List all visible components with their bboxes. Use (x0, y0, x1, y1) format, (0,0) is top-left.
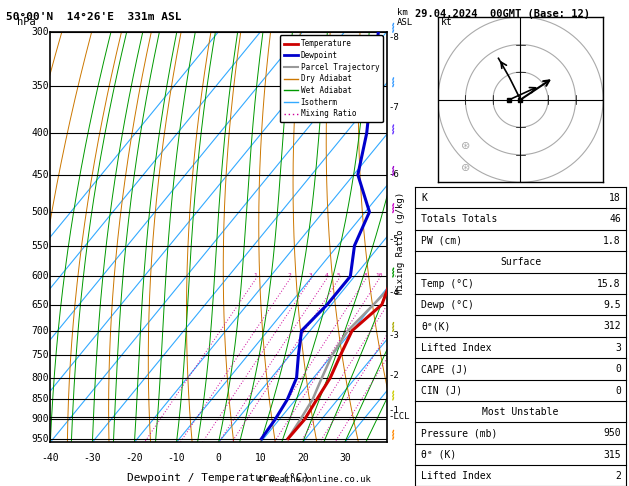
Text: 315: 315 (603, 450, 621, 460)
Text: -2: -2 (389, 371, 399, 380)
Text: 10: 10 (255, 452, 267, 463)
Text: 450: 450 (31, 170, 48, 180)
Text: 8: 8 (364, 273, 367, 278)
Text: -6: -6 (389, 170, 399, 179)
Text: 0: 0 (615, 385, 621, 396)
Text: 0: 0 (615, 364, 621, 374)
Text: 312: 312 (603, 321, 621, 331)
Text: 500: 500 (31, 207, 48, 217)
Text: 15.8: 15.8 (598, 278, 621, 289)
Text: Dewp (°C): Dewp (°C) (421, 300, 474, 310)
Text: 29.04.2024  00GMT (Base: 12): 29.04.2024 00GMT (Base: 12) (415, 9, 590, 19)
Text: 900: 900 (31, 415, 48, 424)
Text: 9.5: 9.5 (603, 300, 621, 310)
Text: 18: 18 (609, 193, 621, 203)
Text: 650: 650 (31, 299, 48, 310)
Text: CIN (J): CIN (J) (421, 385, 462, 396)
Text: 46: 46 (609, 214, 621, 225)
Text: -4: -4 (389, 288, 399, 297)
Text: 15: 15 (400, 273, 408, 278)
Text: Totals Totals: Totals Totals (421, 214, 498, 225)
Text: Mixing Ratio (g/kg): Mixing Ratio (g/kg) (396, 192, 404, 294)
Text: K: K (421, 193, 427, 203)
Text: 20: 20 (297, 452, 309, 463)
Text: -20: -20 (126, 452, 143, 463)
Text: 10: 10 (375, 273, 382, 278)
Text: -1: -1 (389, 406, 399, 415)
Text: Dewpoint / Temperature (°C): Dewpoint / Temperature (°C) (128, 473, 309, 483)
Text: Lifted Index: Lifted Index (421, 343, 492, 353)
Text: © weatheronline.co.uk: © weatheronline.co.uk (258, 474, 371, 484)
Text: 5: 5 (337, 273, 340, 278)
Text: -8: -8 (389, 33, 399, 42)
Text: 750: 750 (31, 350, 48, 360)
Text: θᵉ (K): θᵉ (K) (421, 450, 457, 460)
Text: 1: 1 (253, 273, 257, 278)
Text: 50°00'N  14°26'E  331m ASL: 50°00'N 14°26'E 331m ASL (6, 12, 182, 22)
Text: -5: -5 (389, 235, 399, 243)
Text: 700: 700 (31, 326, 48, 336)
Text: 3: 3 (309, 273, 313, 278)
Text: Surface: Surface (500, 257, 541, 267)
Text: 850: 850 (31, 394, 48, 404)
Text: 950: 950 (31, 434, 48, 444)
Text: -10: -10 (168, 452, 186, 463)
Text: km
ASL: km ASL (397, 8, 413, 28)
Text: 600: 600 (31, 271, 48, 281)
Text: 350: 350 (31, 81, 48, 91)
Text: 2: 2 (615, 471, 621, 481)
Text: 550: 550 (31, 241, 48, 251)
Text: 3: 3 (615, 343, 621, 353)
Text: $\circledast$: $\circledast$ (460, 162, 470, 173)
Text: 25: 25 (433, 273, 440, 278)
Text: PW (cm): PW (cm) (421, 236, 462, 246)
Text: -7: -7 (389, 103, 399, 112)
Legend: Temperature, Dewpoint, Parcel Trajectory, Dry Adiabat, Wet Adiabat, Isotherm, Mi: Temperature, Dewpoint, Parcel Trajectory… (280, 35, 383, 122)
Text: 0: 0 (216, 452, 221, 463)
Text: Lifted Index: Lifted Index (421, 471, 492, 481)
Text: -3: -3 (389, 331, 399, 340)
Text: Temp (°C): Temp (°C) (421, 278, 474, 289)
Text: $\circledast$: $\circledast$ (460, 140, 470, 151)
Text: -30: -30 (84, 452, 101, 463)
Text: 950: 950 (603, 428, 621, 438)
Text: 1.8: 1.8 (603, 236, 621, 246)
Text: kt: kt (441, 17, 452, 27)
Text: 2: 2 (288, 273, 292, 278)
Text: 4: 4 (325, 273, 328, 278)
Text: 20: 20 (418, 273, 426, 278)
Text: 800: 800 (31, 373, 48, 383)
Text: -LCL: -LCL (389, 412, 410, 421)
Text: 30: 30 (339, 452, 350, 463)
Text: CAPE (J): CAPE (J) (421, 364, 469, 374)
Text: 300: 300 (31, 27, 48, 36)
Text: hPa: hPa (17, 17, 35, 28)
Text: 400: 400 (31, 128, 48, 138)
Text: Pressure (mb): Pressure (mb) (421, 428, 498, 438)
Text: -40: -40 (42, 452, 59, 463)
Text: θᵉ(K): θᵉ(K) (421, 321, 451, 331)
Text: Most Unstable: Most Unstable (482, 407, 559, 417)
